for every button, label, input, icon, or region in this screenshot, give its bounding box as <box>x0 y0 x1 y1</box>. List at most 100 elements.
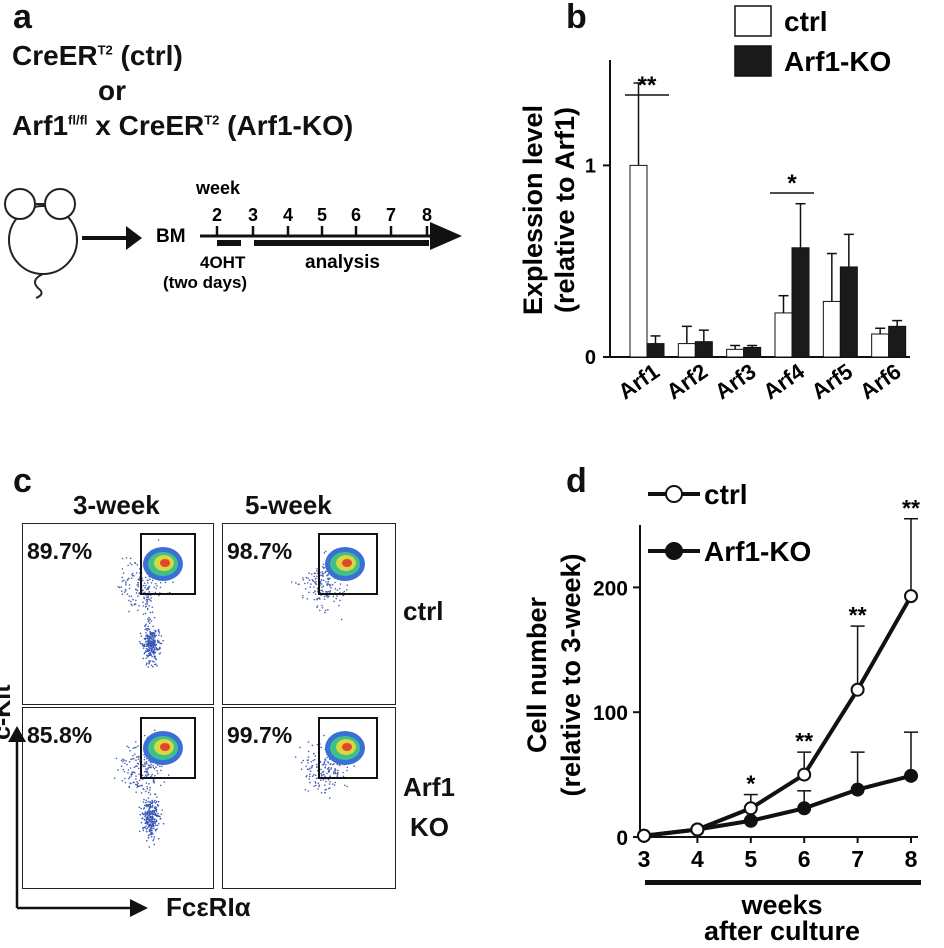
flow-event <box>343 590 346 593</box>
flow-event <box>318 597 321 599</box>
flow-event <box>143 584 145 587</box>
flow-event <box>140 821 143 824</box>
flow-event <box>151 818 154 821</box>
flow-plot-ctrl-5wk <box>222 523 396 705</box>
flow-event <box>311 775 314 778</box>
flow-event <box>153 661 155 663</box>
flow-event <box>159 818 162 820</box>
flow-event <box>326 772 328 775</box>
flow-event <box>307 761 309 764</box>
flow-event <box>155 819 158 822</box>
flow-event <box>146 608 149 611</box>
bar-x-tick-label: Arf6 <box>855 359 905 405</box>
flow-event <box>152 637 155 639</box>
flow-event <box>128 595 131 597</box>
flow-event <box>321 586 323 588</box>
line-point-Arf1-KO <box>904 768 918 783</box>
flow-event <box>136 584 138 586</box>
flow-event <box>342 771 344 774</box>
flow-event <box>156 796 158 798</box>
bm-label: BM <box>156 226 186 247</box>
flow-event <box>138 779 141 781</box>
flow-event <box>327 762 330 764</box>
flow-event <box>313 758 316 761</box>
flow-plot-ctrl-3wk <box>22 523 214 705</box>
flow-event <box>144 827 147 829</box>
flow-event <box>144 650 147 652</box>
flow-event <box>151 579 154 582</box>
flow-event <box>151 643 153 646</box>
flow-event <box>309 586 312 588</box>
timeline-tick-label: 2 <box>212 205 222 225</box>
flow-event <box>136 783 139 786</box>
flow-event <box>311 765 313 768</box>
flow-event <box>131 604 133 607</box>
flow-event <box>326 594 329 597</box>
flow-event <box>154 651 157 654</box>
line-legend-marker-Arf1-KO <box>665 542 683 560</box>
flow-event <box>338 587 341 590</box>
flow-event <box>150 763 152 766</box>
flow-event <box>327 608 329 611</box>
flow-event <box>121 568 124 570</box>
flow-plot-ko-5wk <box>222 707 396 889</box>
flow-event <box>136 781 138 783</box>
flow-event <box>159 642 162 645</box>
gate-ko-5wk <box>318 717 378 779</box>
flow-event <box>158 634 160 637</box>
legend-label-ctrl: ctrl <box>784 6 828 37</box>
flow-event <box>150 644 153 647</box>
flow-event <box>152 650 155 653</box>
flow-event <box>148 789 151 791</box>
flow-event <box>118 586 121 589</box>
flow-event <box>324 791 326 794</box>
flow-event <box>311 578 314 581</box>
flow-event <box>149 636 151 638</box>
flow-event <box>346 766 349 769</box>
flow-event <box>145 760 148 763</box>
flow-event <box>302 578 305 581</box>
flow-event <box>128 610 130 613</box>
flow-event <box>325 581 327 583</box>
flow-event <box>148 807 151 809</box>
flow-event <box>323 598 326 600</box>
transplant-arrowhead <box>126 226 142 250</box>
line-y-axis-label: Cell number <box>522 596 552 753</box>
bar-ctrl <box>871 333 890 358</box>
flow-event <box>137 585 140 588</box>
flow-event <box>147 818 149 821</box>
flow-event <box>131 574 134 577</box>
bar-y-tick-label: 1 <box>585 155 596 177</box>
flow-event <box>147 773 150 776</box>
flow-event <box>307 790 310 792</box>
flow-event <box>144 814 147 817</box>
flow-event <box>127 769 130 771</box>
bar-x-tick-label: Arf4 <box>758 358 809 404</box>
flow-event <box>147 834 150 836</box>
flow-event <box>128 776 131 779</box>
flow-event <box>160 635 163 637</box>
flow-event <box>329 762 332 765</box>
flow-event <box>140 792 143 794</box>
flow-event <box>117 769 119 771</box>
flow-event <box>316 743 319 746</box>
flow-event <box>149 599 151 601</box>
flow-event <box>147 650 149 653</box>
flow-event <box>304 788 307 791</box>
flow-event <box>133 746 136 749</box>
flow-event <box>134 765 137 768</box>
flow-event <box>120 765 123 768</box>
flow-event <box>120 590 123 592</box>
flow-event <box>145 632 147 634</box>
flow-event <box>146 771 148 774</box>
bar-ctrl <box>822 300 841 358</box>
flow-event <box>141 817 144 820</box>
flow-event <box>327 581 330 583</box>
flow-event <box>148 622 151 624</box>
flow-event <box>308 572 310 575</box>
flow-event <box>148 605 150 607</box>
bar-Arf1-KO <box>694 341 713 358</box>
flow-event <box>146 601 148 603</box>
flow-event <box>319 609 321 612</box>
flow-y-axis-label: c-Kit <box>0 684 16 740</box>
